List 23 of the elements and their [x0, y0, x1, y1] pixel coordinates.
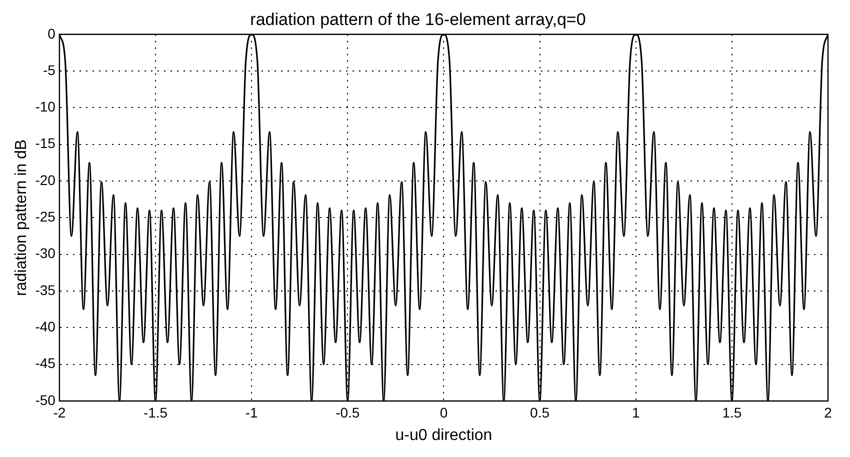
- y-tick-label: -5: [42, 62, 56, 78]
- y-tick-label: -45: [35, 355, 56, 372]
- y-tick-label: -10: [35, 98, 56, 115]
- x-axis-title: u-u0 direction: [395, 426, 492, 444]
- x-tick-label: 0.5: [530, 404, 550, 420]
- x-tick-label: -1: [245, 404, 258, 420]
- x-tick-label: -1.5: [143, 404, 168, 420]
- chart-title: radiation pattern of the 16-element array,q=0: [250, 10, 586, 29]
- y-tick-label: -15: [35, 135, 56, 152]
- y-tick-label: -20: [35, 172, 56, 188]
- x-tick-label: 1.5: [722, 404, 742, 420]
- x-tick-label: -0.5: [336, 404, 360, 420]
- x-tick-label: 1: [632, 404, 640, 420]
- y-tick-label: -40: [35, 318, 56, 335]
- x-tick-label: 0: [440, 404, 448, 420]
- y-axis-title: radiation pattern in dB: [13, 139, 30, 296]
- x-tick-label: -2: [53, 404, 66, 420]
- y-tick-label: -35: [35, 282, 56, 298]
- y-tick-label: -25: [35, 208, 56, 225]
- y-tick-label: -30: [35, 245, 56, 262]
- y-tick-label: -50: [35, 392, 56, 408]
- y-tick-label: 0: [48, 25, 56, 42]
- x-tick-label: 2: [824, 404, 832, 420]
